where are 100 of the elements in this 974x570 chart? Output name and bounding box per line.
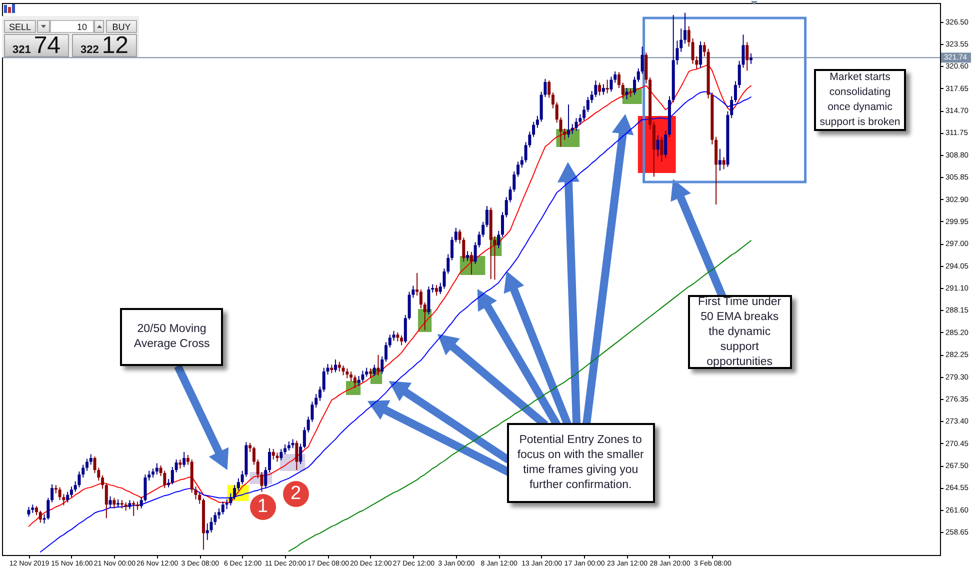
candlestick: [314, 394, 318, 408]
candlestick: [388, 334, 392, 348]
candlestick: [46, 497, 50, 520]
candlestick: [101, 474, 104, 490]
candlestick: [470, 251, 473, 275]
candlestick: [38, 510, 42, 524]
candlestick: [376, 354, 380, 376]
candlestick: [152, 468, 155, 478]
price-tile: 322 12: [72, 34, 137, 57]
annotation: 20/50 Moving Average Cross: [132, 322, 211, 352]
circle-badge: 1: [250, 494, 276, 520]
candlestick: [218, 508, 221, 520]
annotation: 321: [12, 44, 31, 56]
candlestick: [353, 374, 356, 389]
candlestick: [182, 451, 186, 468]
buy-button: BUY: [106, 20, 137, 33]
candlestick: [567, 104, 570, 138]
candlestick: [734, 80, 737, 103]
candlestick: [617, 72, 620, 88]
candlestick: [365, 367, 368, 378]
candlestick: [482, 221, 485, 238]
candlestick: [536, 115, 539, 128]
candlestick: [148, 470, 151, 482]
candlestick: [629, 88, 632, 98]
candlestick: [423, 302, 426, 331]
candlestick: [372, 364, 376, 377]
candlestick: [186, 454, 190, 466]
candlestick: [128, 500, 132, 510]
candlestick: [730, 96, 734, 119]
annotation: BUY: [112, 22, 131, 32]
candlestick: [70, 486, 73, 498]
candlestick: [334, 358, 338, 373]
candlestick: [664, 130, 668, 158]
candlestick: [396, 332, 400, 342]
candlestick: [198, 491, 202, 504]
candlestick: [586, 96, 590, 113]
candlestick: [606, 79, 609, 94]
candlestick: [446, 254, 450, 274]
candlestick: [563, 128, 566, 140]
candlestick: [276, 452, 279, 462]
candlestick: [299, 443, 302, 465]
candlestick: [610, 76, 613, 92]
candlestick: [178, 458, 182, 470]
candlestick: [602, 84, 605, 96]
candlestick: [229, 492, 232, 506]
candlestick: [621, 82, 624, 100]
candlestick: [342, 364, 345, 376]
annotation: 322: [80, 44, 99, 56]
candlestick: [485, 206, 488, 228]
candlestick: [252, 446, 256, 466]
candlestick: [287, 440, 290, 451]
candlestick: [221, 501, 224, 515]
candlestick: [625, 87, 628, 100]
candlestick: [680, 28, 683, 52]
candlestick: [454, 227, 458, 243]
annotation: Potential Entry Zones to focus on with the smaller time frames giving you further confirmation.: [516, 433, 645, 493]
candlestick: [170, 466, 174, 485]
annotation: 74: [34, 32, 61, 59]
candlestick: [699, 40, 702, 68]
annotation: First Time under 50 EMA breaks the dynamic support opportunities: [697, 294, 782, 370]
candlestick: [504, 196, 508, 218]
candlestick: [206, 522, 209, 540]
candlestick: [284, 444, 287, 455]
candlestick: [174, 458, 178, 473]
candlestick: [280, 448, 283, 461]
sell-button: SELL: [4, 20, 36, 33]
candlestick: [404, 314, 407, 344]
candlestick: [419, 289, 422, 309]
candlestick: [132, 500, 136, 516]
candlestick: [82, 464, 85, 478]
candlestick: [434, 284, 438, 296]
candlestick: [500, 212, 504, 238]
price-tile: 321 74: [4, 34, 69, 57]
candlestick: [89, 454, 92, 466]
candlestick: [368, 368, 372, 378]
annotation: 2: [290, 483, 302, 505]
candlestick: [633, 76, 636, 96]
candlestick: [361, 370, 364, 383]
candlestick: [35, 506, 38, 516]
callout-box: First Time under 50 EMA breaks the dynamic support opportunities: [688, 295, 792, 369]
candlestick: [702, 42, 706, 57]
candlestick: [684, 12, 686, 44]
candlestick: [750, 52, 753, 64]
candlestick: [598, 82, 602, 96]
candlestick: [268, 448, 271, 473]
candlestick: [687, 26, 690, 48]
candlestick: [85, 458, 88, 472]
candlestick: [466, 250, 470, 262]
candlestick: [416, 272, 419, 296]
candlestick: [248, 442, 252, 452]
candlestick: [551, 92, 554, 109]
candlestick: [155, 462, 158, 476]
candlestick: [346, 368, 349, 379]
quantity-field: 10: [50, 20, 94, 33]
annotation: 12: [102, 32, 129, 59]
callout-box: Potential Entry Zones to focus on with the smaller time frames giving you further confirmation.: [506, 423, 655, 503]
candlestick: [78, 471, 81, 488]
candlestick: [392, 330, 396, 342]
candlestick: [582, 106, 586, 121]
candlestick: [108, 496, 112, 508]
